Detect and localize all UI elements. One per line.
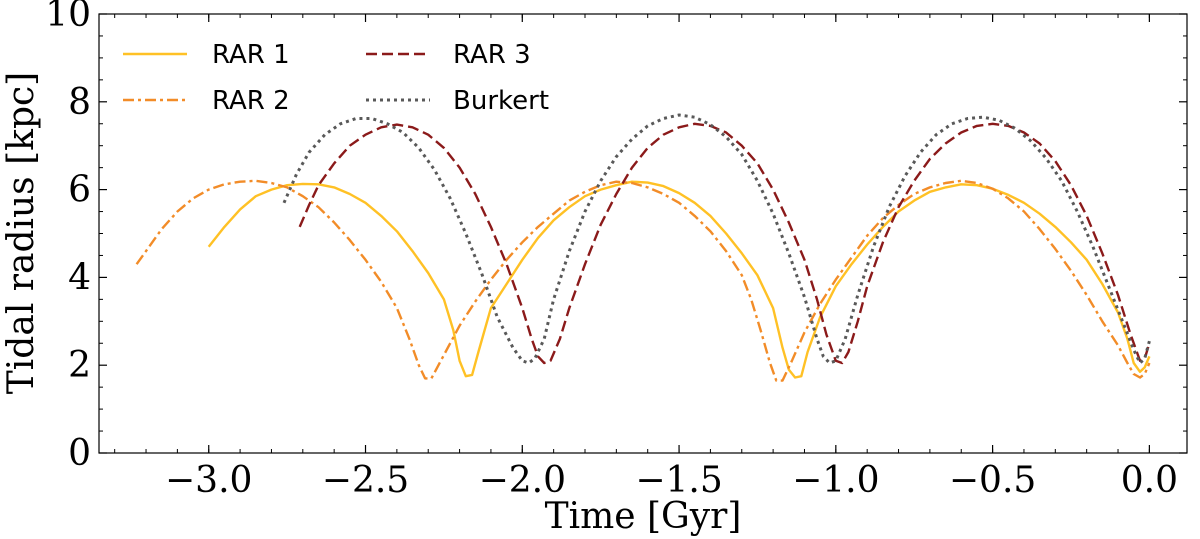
x-tick-label: −1.0: [792, 460, 879, 501]
y-axis-label: Tidal radius [kpc]: [1, 72, 42, 394]
series-line-rar1: [207, 180, 1151, 379]
legend: RAR 1 RAR 2 RAR 3 Burkert: [123, 40, 549, 116]
x-tick-label: −2.0: [479, 460, 566, 501]
y-tick-label: 0: [68, 433, 91, 474]
series-line-rar2: [135, 179, 1151, 382]
legend-label-rar2: RAR 2: [212, 86, 290, 116]
x-tick-label: 0.0: [1121, 460, 1178, 501]
x-tick-label: −0.5: [949, 460, 1036, 501]
x-tick-label: −3.0: [165, 460, 252, 501]
legend-label-burkert: Burkert: [453, 86, 549, 116]
series-line-burkert: [282, 113, 1151, 365]
legend-label-rar1: RAR 1: [212, 40, 290, 70]
y-tick-label: 4: [68, 257, 91, 298]
y-tick-label: 8: [68, 82, 91, 123]
y-tick-label: 10: [45, 0, 91, 35]
plot-frame: [98, 13, 1188, 454]
ticks: −3.0 −2.5 −2.0 −1.5 −1.0 −0.5 0.0 0 2 4 6 8 10: [45, 0, 1187, 501]
x-tick-label: −2.5: [322, 460, 409, 501]
legend-label-rar3: RAR 3: [453, 40, 531, 70]
x-tick-label: −1.5: [635, 460, 722, 501]
series-lines: [135, 113, 1151, 382]
y-tick-label: 6: [68, 170, 91, 211]
x-axis-label: Time [Gyr]: [545, 496, 742, 537]
y-tick-label: 2: [68, 345, 91, 386]
series-line-rar3: [298, 122, 1151, 365]
